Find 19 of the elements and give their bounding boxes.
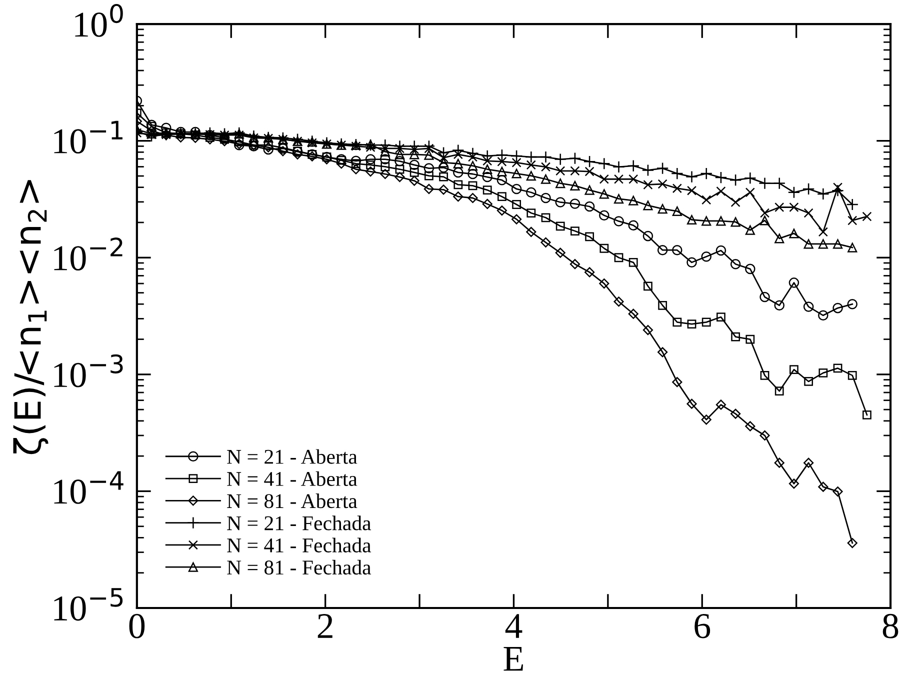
x-tick-label: 6 xyxy=(694,614,710,638)
y-tick-label: 10$^{−5}$ xyxy=(54,588,123,621)
legend-label: N = 41 - Fechada xyxy=(227,538,372,552)
legend-label: N = 81 - Fechada xyxy=(227,560,372,575)
legend-label: N = 21 - Fechada xyxy=(227,516,372,530)
x-tick-label: 0 xyxy=(129,614,145,638)
y-axis-title: ζ(E)/<n$_{1}$><n$_{2}$> xyxy=(13,180,48,454)
y-tick-label: 10$^{0}$ xyxy=(75,4,123,37)
legend-label: N = 41 - Aberta xyxy=(227,471,358,486)
x-tick-label: 4 xyxy=(505,614,522,638)
y-tick-label: 10$^{−1}$ xyxy=(54,120,122,154)
y-tick-label: 10$^{−4}$ xyxy=(54,471,124,504)
legend-label: N = 81 - Aberta xyxy=(227,494,358,508)
x-axis-title: E xyxy=(504,647,523,671)
legend-label: N = 21 - Aberta xyxy=(227,449,358,464)
y-tick-label: 10$^{−2}$ xyxy=(54,238,122,270)
x-tick-label: 2 xyxy=(318,614,332,638)
y-tick-label: 10$^{−3}$ xyxy=(54,354,123,388)
x-tick-label: 8 xyxy=(882,614,898,638)
